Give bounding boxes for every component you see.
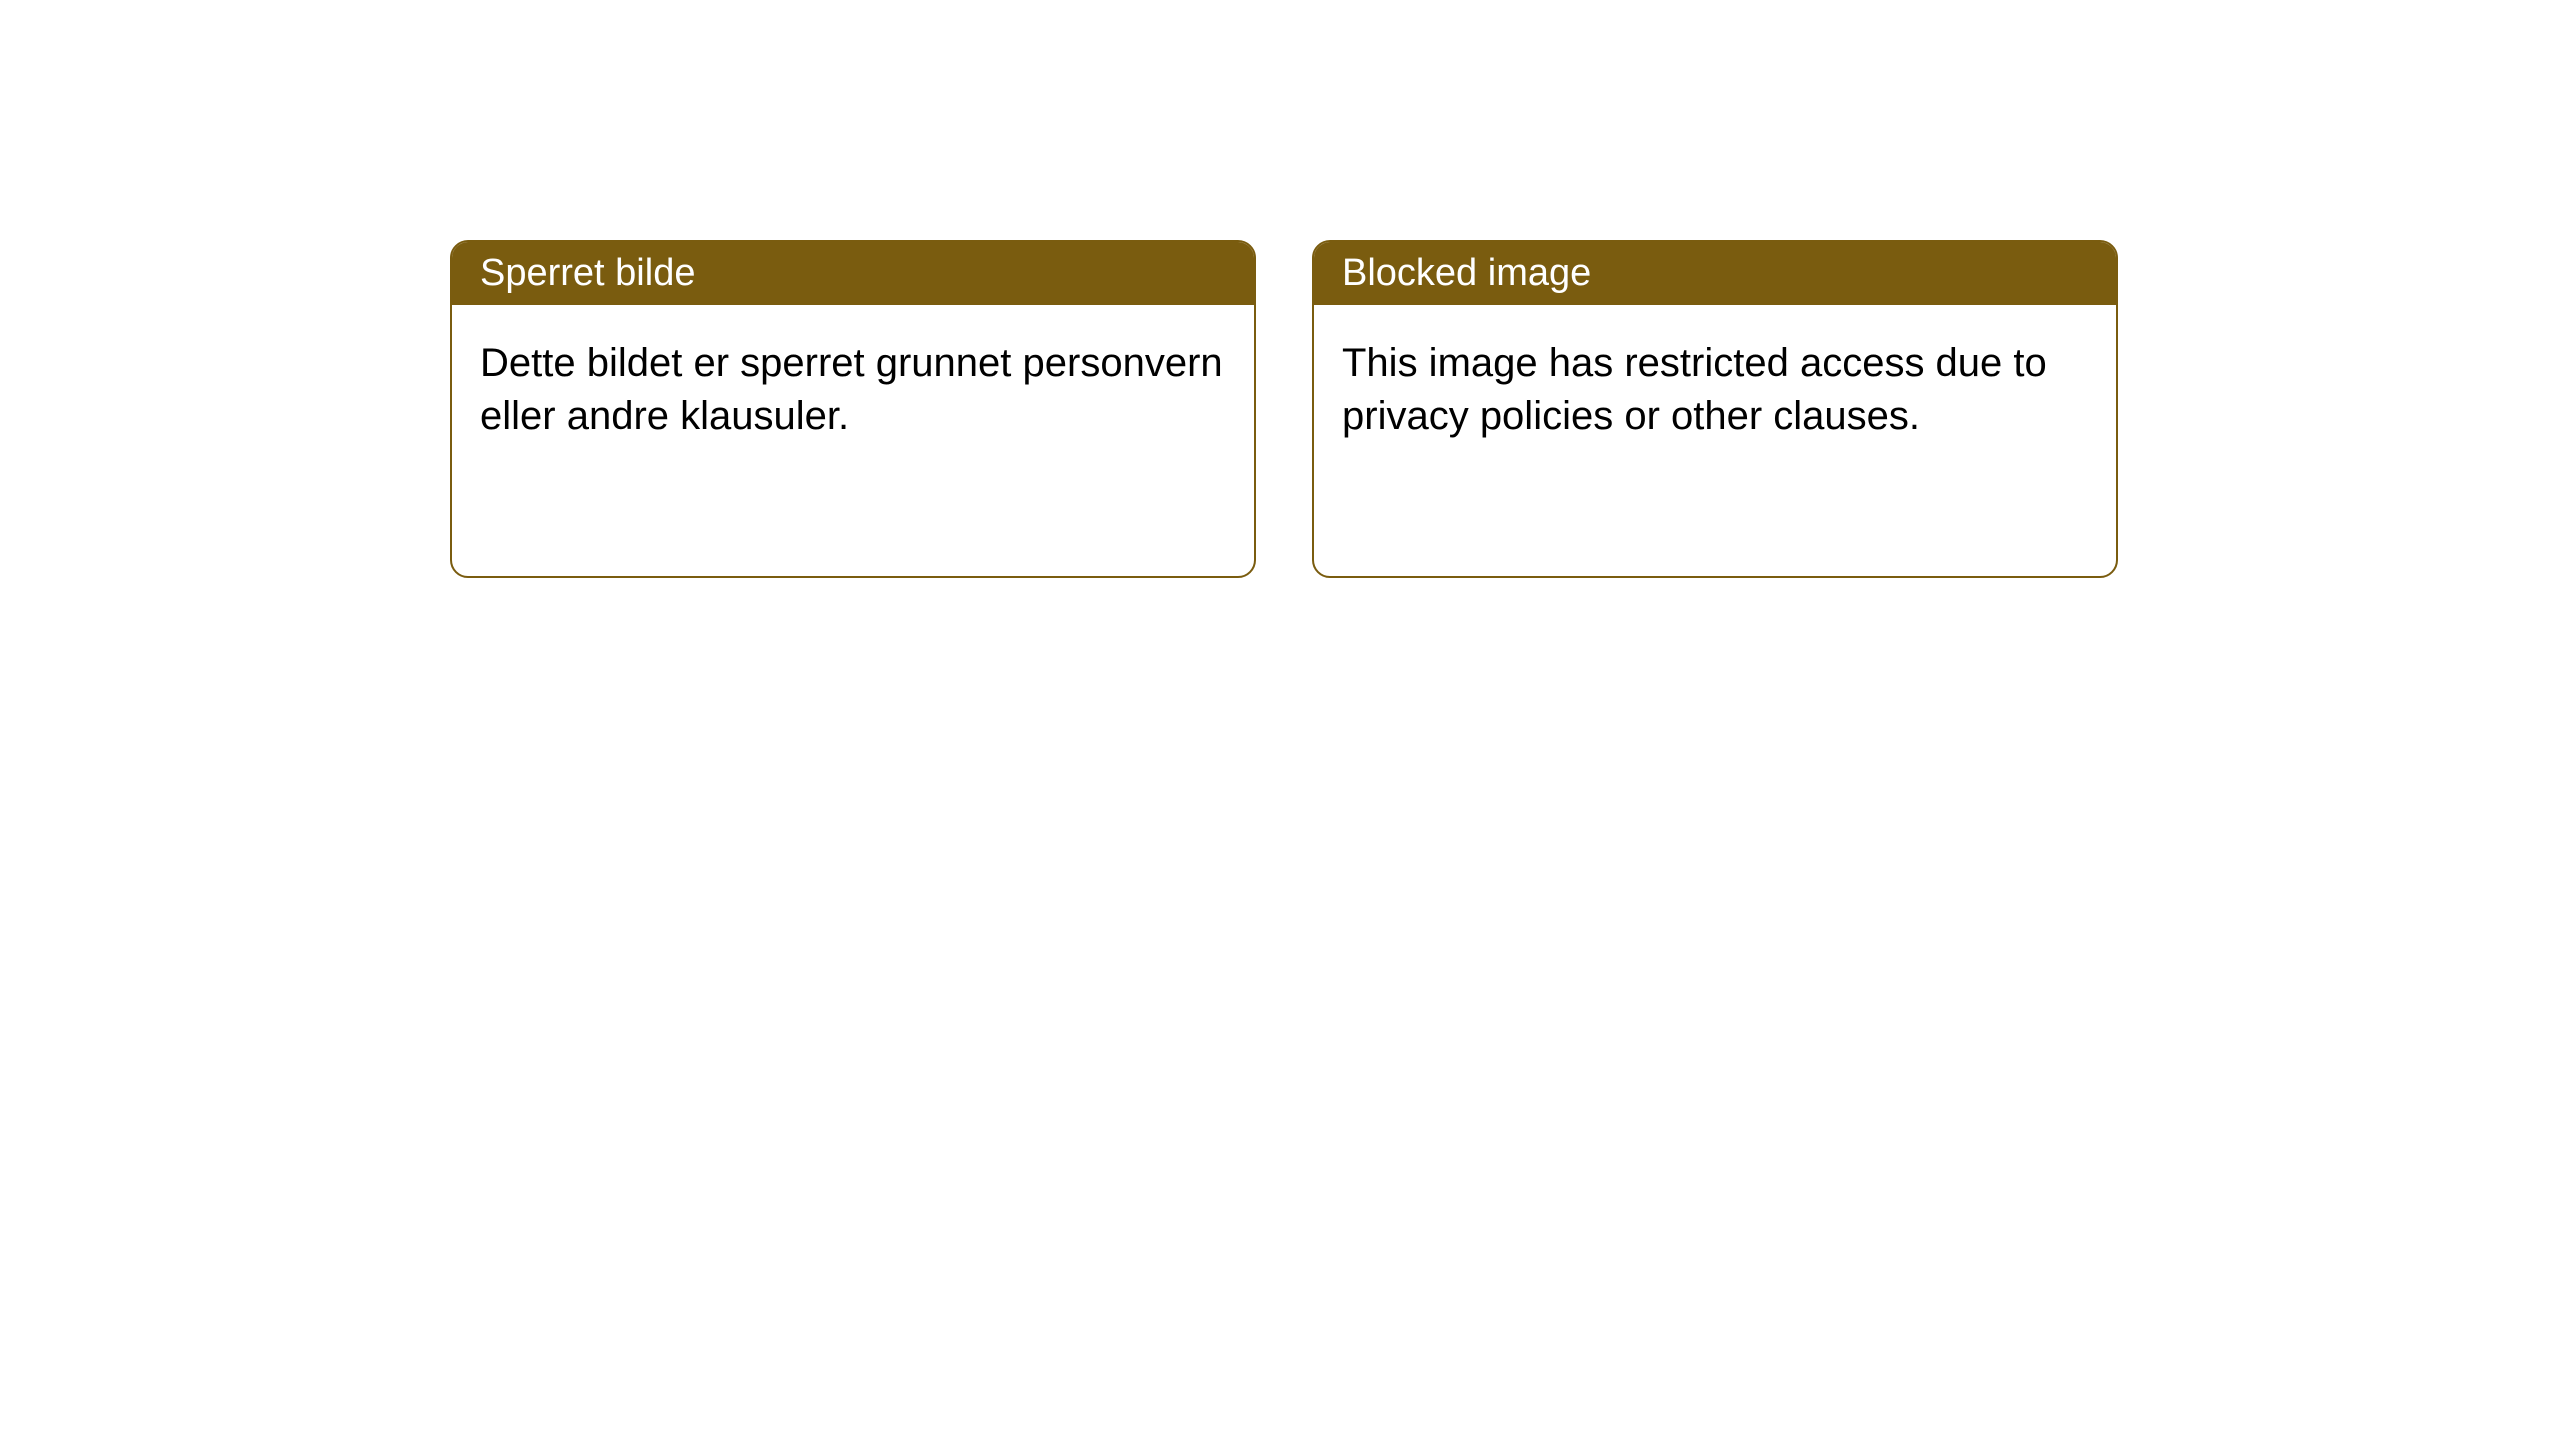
- notice-container: Sperret bilde Dette bildet er sperret gr…: [0, 0, 2560, 578]
- notice-body: This image has restricted access due to …: [1314, 305, 2116, 475]
- notice-header: Sperret bilde: [452, 242, 1254, 305]
- notice-body: Dette bildet er sperret grunnet personve…: [452, 305, 1254, 475]
- notice-card-norwegian: Sperret bilde Dette bildet er sperret gr…: [450, 240, 1256, 578]
- notice-title: Sperret bilde: [480, 252, 695, 294]
- notice-message: This image has restricted access due to …: [1342, 341, 2047, 438]
- notice-card-english: Blocked image This image has restricted …: [1312, 240, 2118, 578]
- notice-title: Blocked image: [1342, 252, 1591, 294]
- notice-header: Blocked image: [1314, 242, 2116, 305]
- notice-message: Dette bildet er sperret grunnet personve…: [480, 341, 1223, 438]
